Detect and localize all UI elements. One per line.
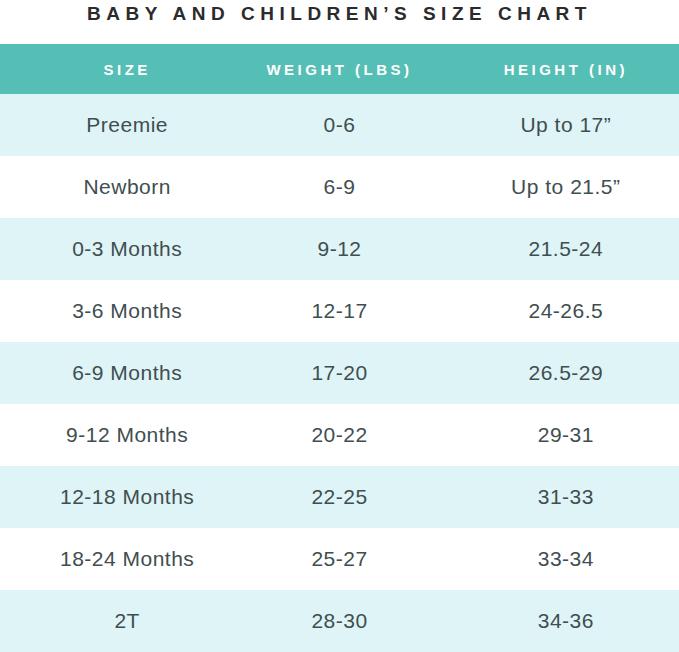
cell-size: 9-12 Months	[0, 404, 226, 466]
cell-weight: 20-22	[226, 404, 452, 466]
table-row: 2T 28-30 34-36	[0, 590, 679, 652]
cell-weight: 12-17	[226, 280, 452, 342]
cell-weight: 17-20	[226, 342, 452, 404]
table-row: Preemie 0-6 Up to 17”	[0, 94, 679, 156]
table-row: 9-12 Months 20-22 29-31	[0, 404, 679, 466]
cell-size: 6-9 Months	[0, 342, 226, 404]
column-header-height: HEIGHT (IN)	[453, 44, 679, 94]
cell-height: 34-36	[453, 590, 679, 652]
cell-weight: 0-6	[226, 94, 452, 156]
cell-weight: 9-12	[226, 218, 452, 280]
table-row: Newborn 6-9 Up to 21.5”	[0, 156, 679, 218]
cell-size: Preemie	[0, 94, 226, 156]
table-row: 12-18 Months 22-25 31-33	[0, 466, 679, 528]
table-row: 6-9 Months 17-20 26.5-29	[0, 342, 679, 404]
cell-weight: 22-25	[226, 466, 452, 528]
cell-size: 12-18 Months	[0, 466, 226, 528]
table-row: 3-6 Months 12-17 24-26.5	[0, 280, 679, 342]
cell-height: 33-34	[453, 528, 679, 590]
cell-height: 26.5-29	[453, 342, 679, 404]
cell-weight: 25-27	[226, 528, 452, 590]
cell-height: 31-33	[453, 466, 679, 528]
cell-weight: 28-30	[226, 590, 452, 652]
cell-height: Up to 17”	[453, 94, 679, 156]
cell-size: 3-6 Months	[0, 280, 226, 342]
table-row: 0-3 Months 9-12 21.5-24	[0, 218, 679, 280]
cell-size: 0-3 Months	[0, 218, 226, 280]
page-title: BABY AND CHILDREN’S SIZE CHART	[0, 0, 679, 44]
column-header-size: SIZE	[0, 44, 226, 94]
cell-height: Up to 21.5”	[453, 156, 679, 218]
cell-height: 29-31	[453, 404, 679, 466]
cell-size: Newborn	[0, 156, 226, 218]
cell-height: 21.5-24	[453, 218, 679, 280]
size-chart-page: BABY AND CHILDREN’S SIZE CHART SIZE WEIG…	[0, 0, 679, 652]
table-row: 18-24 Months 25-27 33-34	[0, 528, 679, 590]
table-header-row: SIZE WEIGHT (LBS) HEIGHT (IN)	[0, 44, 679, 94]
cell-height: 24-26.5	[453, 280, 679, 342]
cell-size: 18-24 Months	[0, 528, 226, 590]
size-table: SIZE WEIGHT (LBS) HEIGHT (IN) Preemie 0-…	[0, 44, 679, 652]
column-header-weight: WEIGHT (LBS)	[226, 44, 452, 94]
cell-weight: 6-9	[226, 156, 452, 218]
cell-size: 2T	[0, 590, 226, 652]
